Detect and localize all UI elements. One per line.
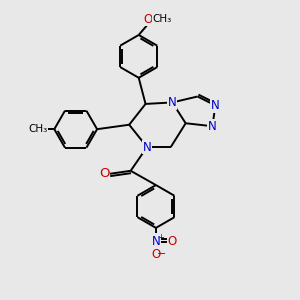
Text: N: N	[152, 235, 160, 248]
Text: N: N	[168, 96, 177, 109]
Text: CH₃: CH₃	[28, 124, 48, 134]
Text: N: N	[208, 120, 217, 133]
Text: +: +	[157, 233, 164, 242]
Text: O: O	[168, 235, 177, 248]
Text: N: N	[211, 99, 220, 112]
Text: O: O	[151, 248, 160, 261]
Text: O: O	[143, 13, 152, 26]
Text: −: −	[157, 249, 166, 259]
Text: O: O	[99, 167, 110, 180]
Text: CH₃: CH₃	[152, 14, 172, 24]
Text: N: N	[143, 140, 152, 154]
